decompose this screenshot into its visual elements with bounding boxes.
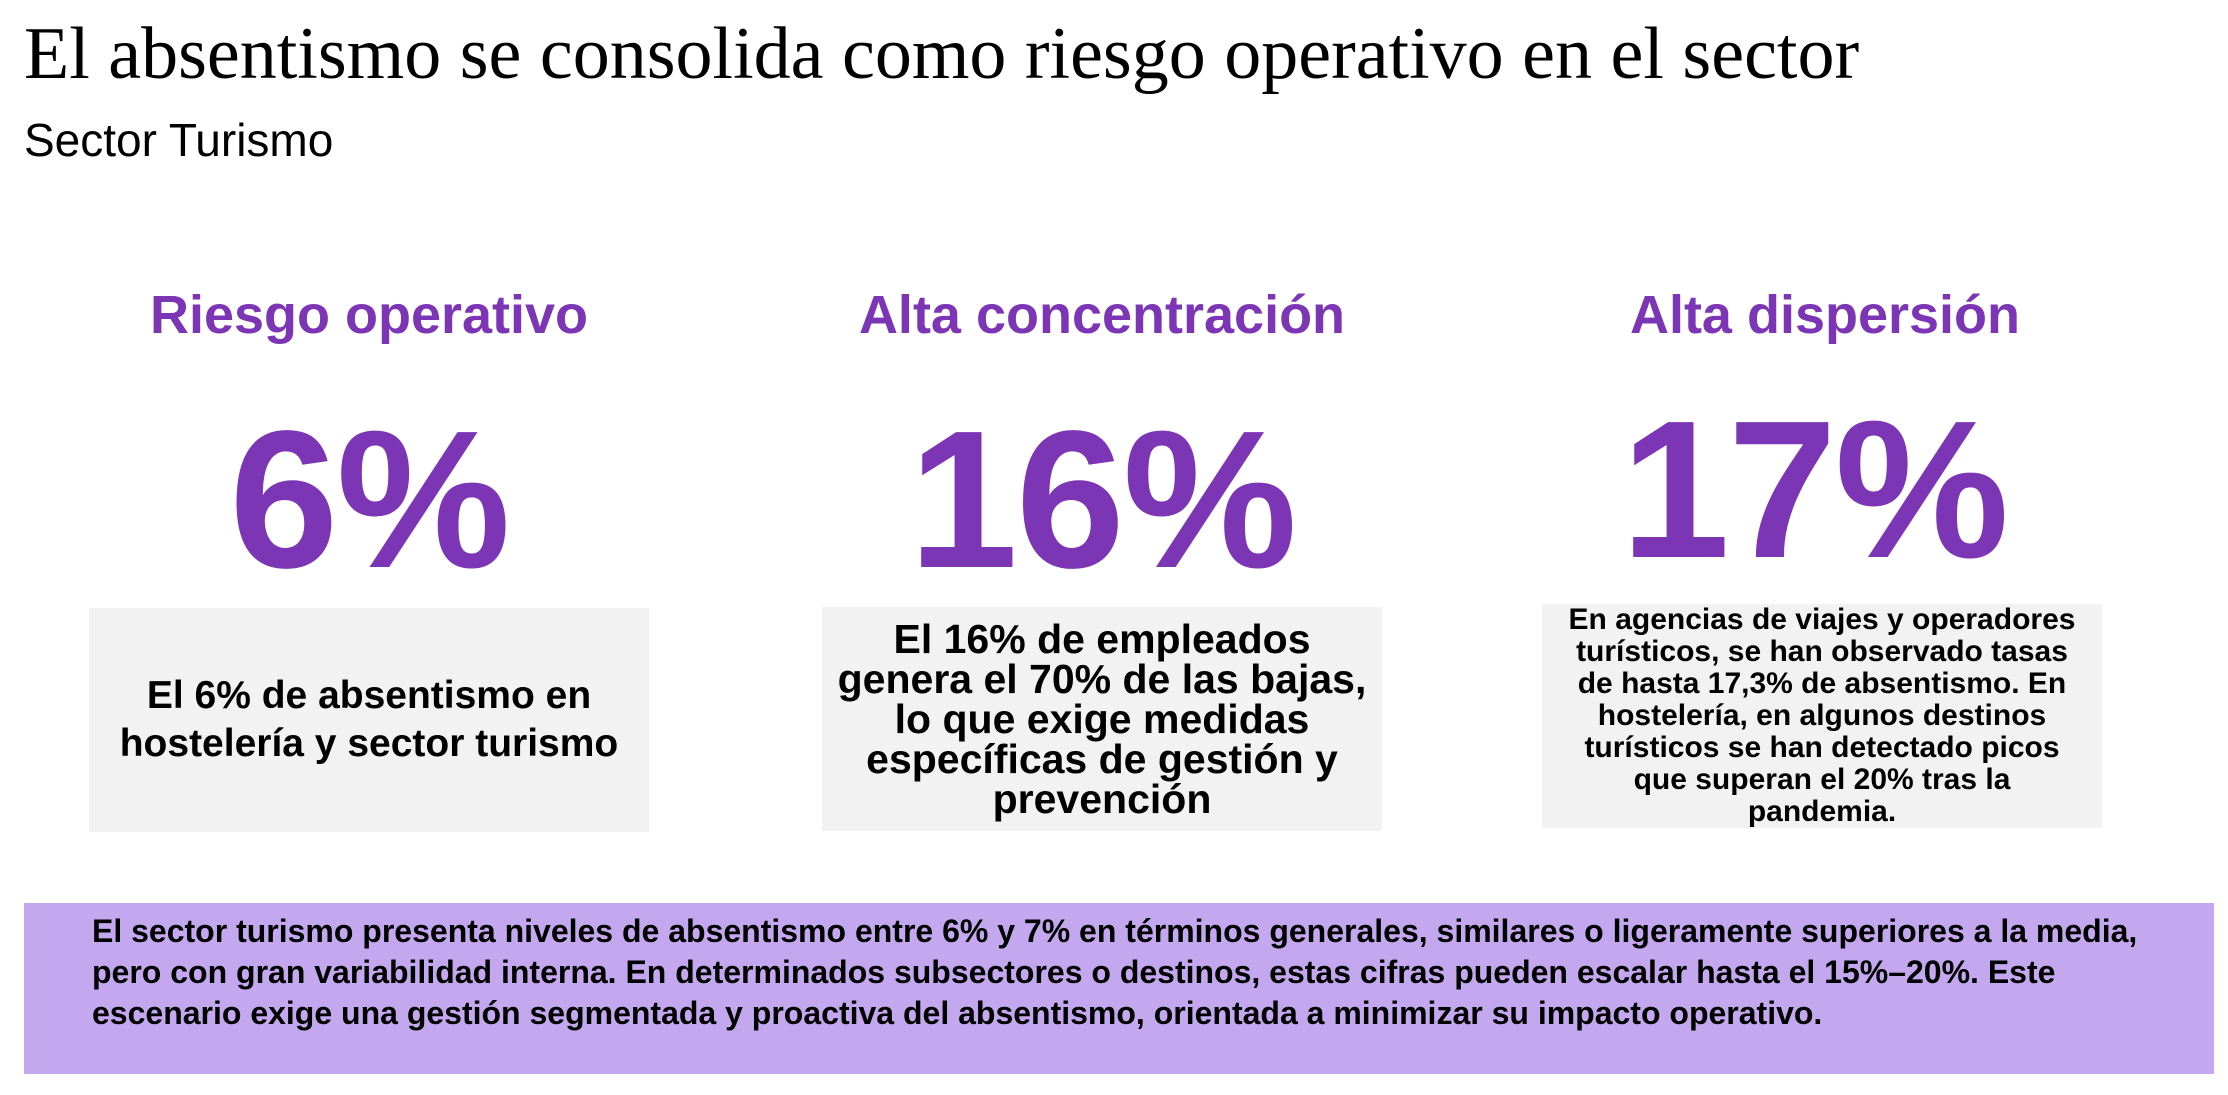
kpi-description-box: El 6% de absentismo en hostelería y sect… [89, 608, 649, 832]
kpi-value: 16% [908, 390, 1297, 609]
summary-text: El sector turismo presenta niveles de ab… [92, 913, 2138, 1031]
summary-band: El sector turismo presenta niveles de ab… [24, 903, 2214, 1074]
page-subtitle: Sector Turismo [24, 114, 334, 166]
kpi-value: 6% [229, 390, 510, 609]
kpi-description: El 16% de empleados genera el 70% de las… [837, 616, 1367, 822]
kpi-description-box: En agencias de viajes y operadores turís… [1542, 604, 2102, 828]
kpi-heading: Alta concentración [858, 285, 1346, 345]
page-title: El absentismo se consolida como riesgo o… [24, 13, 1860, 95]
kpi-value: 17% [1620, 380, 2009, 599]
kpi-heading: Riesgo operativo [149, 285, 589, 345]
kpi-heading: Alta dispersión [1629, 285, 2021, 345]
kpi-description: El 6% de absentismo en hostelería y sect… [119, 674, 619, 765]
kpi-description-box: El 16% de empleados genera el 70% de las… [822, 607, 1382, 831]
kpi-description: En agencias de viajes y operadores turís… [1568, 603, 2076, 828]
